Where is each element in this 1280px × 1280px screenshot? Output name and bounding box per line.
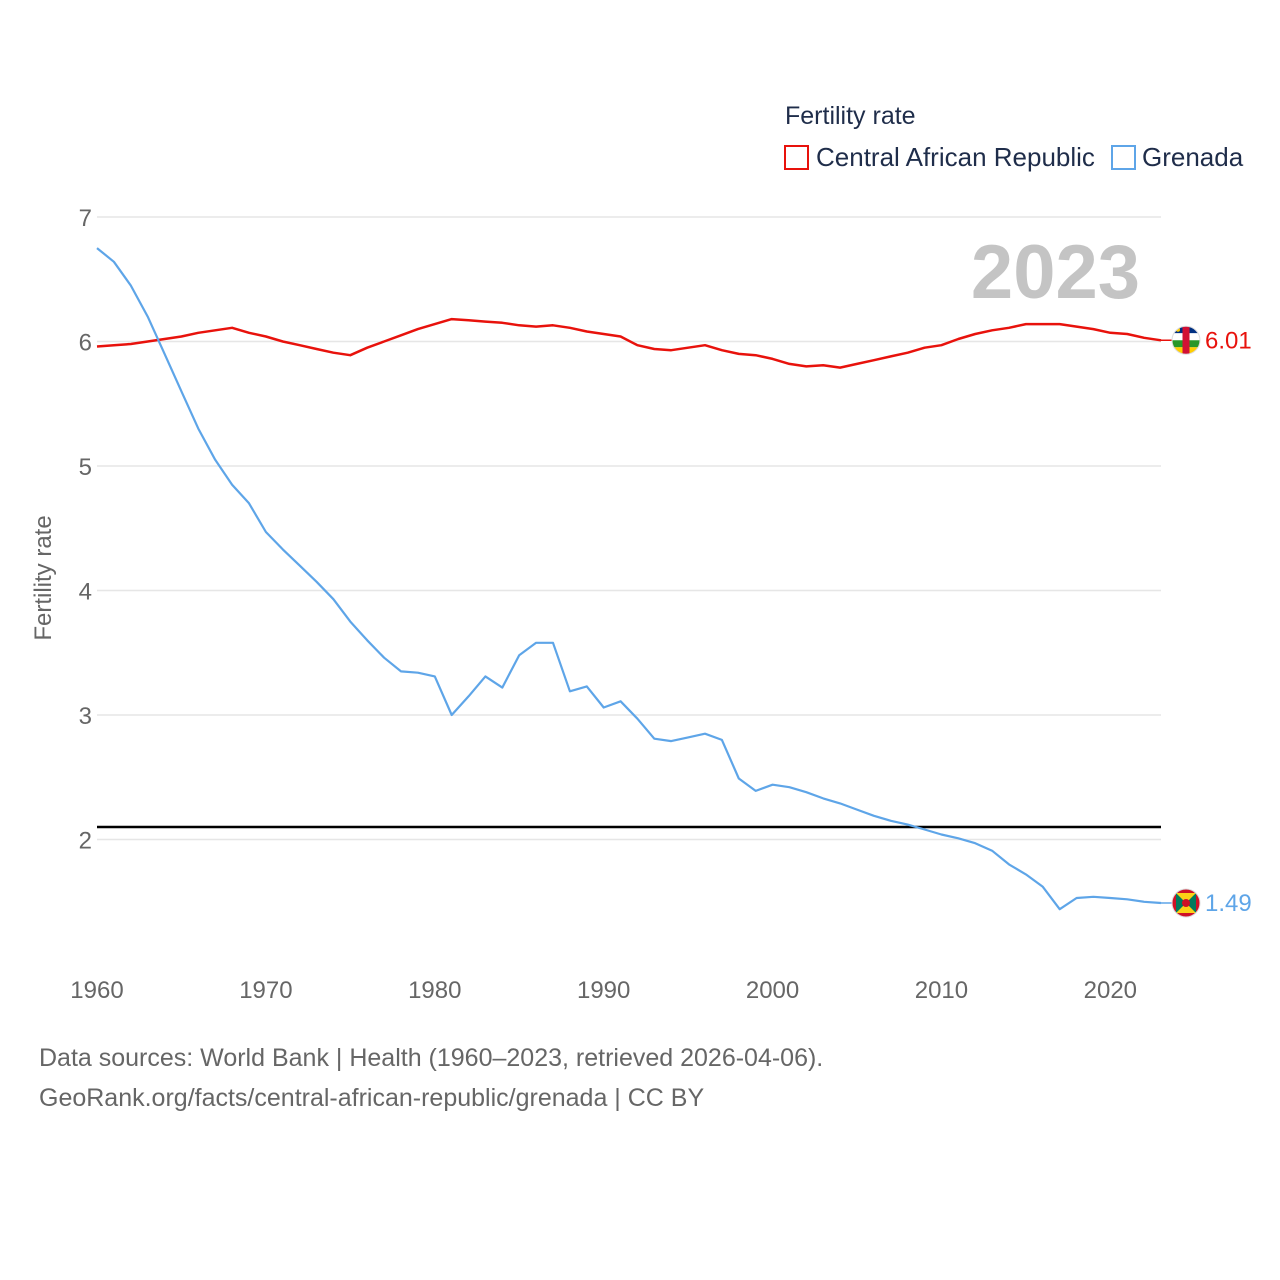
y-tick-label: 7 <box>79 205 92 232</box>
x-tick-label: 2010 <box>915 977 968 1004</box>
y-axis-label: Fertility rate <box>30 515 57 640</box>
legend-label-central-african-republic[interactable]: Central African Republic <box>816 142 1095 172</box>
footer-sources: Data sources: World Bank | Health (1960–… <box>39 1044 824 1072</box>
fertility-rate-chart: Fertility rate Central African Republic … <box>30 102 1252 1004</box>
legend-swatch-grenada[interactable] <box>1111 145 1136 170</box>
x-tick-label: 2000 <box>746 977 799 1004</box>
series-layer <box>96 247 1162 911</box>
x-tick-label: 2020 <box>1084 977 1137 1004</box>
end-value-label: 6.01 <box>1205 327 1252 354</box>
series-line-central-african-republic[interactable] <box>96 317 1162 369</box>
central-african-republic-flag-icon <box>1171 325 1201 355</box>
x-axis-ticks: 1960 1970 1980 1990 2000 2010 2020 <box>70 977 1137 1004</box>
legend-label-grenada[interactable]: Grenada <box>1142 142 1244 172</box>
year-watermark: 2023 <box>971 230 1140 315</box>
x-tick-label: 1990 <box>577 977 630 1004</box>
y-tick-label: 6 <box>79 330 92 357</box>
series-line-grenada[interactable] <box>96 247 1162 911</box>
footer-attribution[interactable]: GeoRank.org/facts/central-african-republ… <box>39 1084 705 1112</box>
y-tick-label: 5 <box>79 454 92 481</box>
x-tick-label: 1970 <box>239 977 292 1004</box>
x-tick-label: 1960 <box>70 977 123 1004</box>
legend-title: Fertility rate <box>785 102 916 130</box>
y-tick-label: 3 <box>79 703 92 730</box>
y-tick-label: 4 <box>79 579 92 606</box>
legend: Fertility rate Central African Republic … <box>784 102 1244 172</box>
end-markers: 6.01 1.49 <box>1161 325 1252 918</box>
grenada-flag-icon <box>1171 888 1201 918</box>
y-tick-label: 2 <box>79 828 92 855</box>
x-tick-label: 1980 <box>408 977 461 1004</box>
end-value-label: 1.49 <box>1205 890 1252 917</box>
y-axis-ticks: 2 3 4 5 6 7 <box>79 205 92 855</box>
legend-swatch-central-african-republic[interactable] <box>784 145 809 170</box>
